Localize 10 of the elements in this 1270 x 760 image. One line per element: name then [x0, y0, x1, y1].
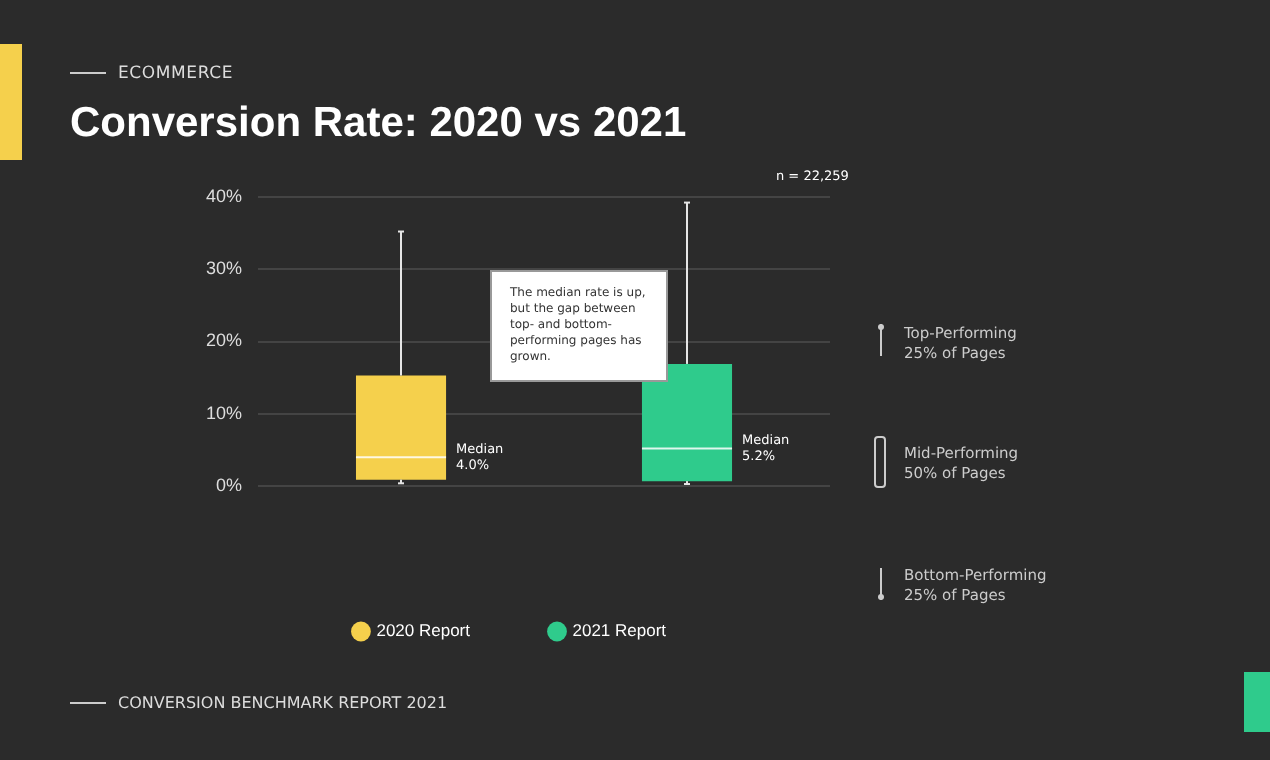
chart-subtitle: ECOMMERCE	[118, 64, 234, 84]
y-tick-label: 0%	[216, 475, 243, 496]
y-tick-label: 30%	[206, 258, 243, 279]
y-tick-label: 20%	[206, 330, 243, 351]
legend-label: 2020 Report	[376, 620, 472, 641]
chart-title: Conversion Rate: 2020 vs 2021	[70, 100, 687, 148]
legend-label: 2021 Report	[572, 620, 668, 641]
y-tick-label: 10%	[206, 402, 243, 423]
y-tick-label: 40%	[206, 185, 243, 206]
text: CONVERSION BENCHMARK REPORT 2021	[118, 694, 448, 712]
